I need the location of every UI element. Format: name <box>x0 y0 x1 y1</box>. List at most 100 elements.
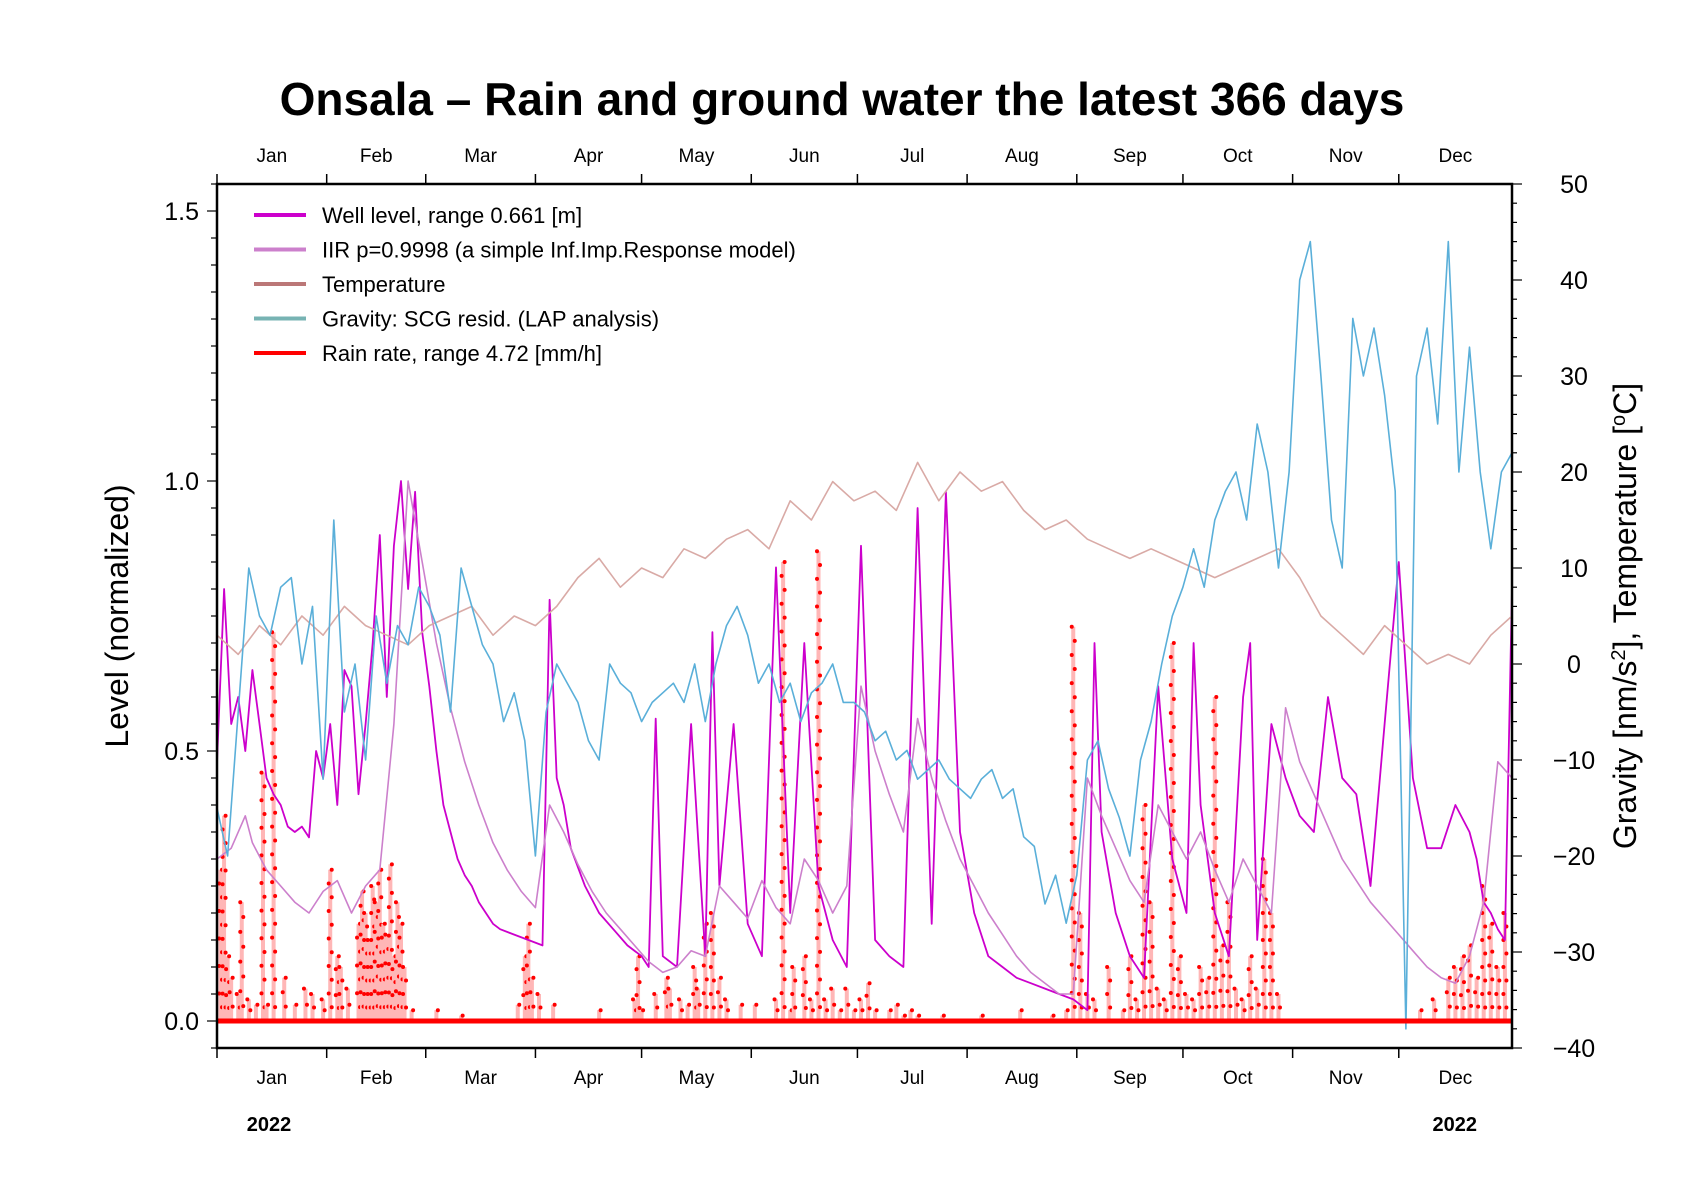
rain-point <box>270 935 275 940</box>
rain-point <box>322 1008 327 1013</box>
rain-point <box>1079 951 1084 956</box>
rain-point <box>220 909 225 914</box>
rain-point <box>779 824 784 829</box>
y-right-tick-label: 30 <box>1560 363 1588 391</box>
rain-point <box>1171 893 1176 897</box>
rain-point <box>1270 1005 1275 1010</box>
rain-point <box>1211 849 1216 854</box>
rain-point <box>1108 1005 1113 1010</box>
rain-point <box>365 938 370 942</box>
rain-point <box>1171 949 1176 953</box>
rain-point <box>340 978 345 983</box>
rain-point <box>524 963 529 968</box>
rain-point <box>386 876 391 881</box>
rain-point <box>829 986 834 991</box>
rain-point <box>1235 1002 1240 1007</box>
rain-point <box>807 997 812 1002</box>
rain-point <box>818 645 823 650</box>
rain-point <box>379 935 384 940</box>
rain-point <box>1211 709 1216 714</box>
rain-point <box>1171 1005 1176 1009</box>
rain-point <box>1168 907 1173 911</box>
rain-point <box>1079 978 1084 983</box>
rain-point <box>390 967 395 972</box>
rain-point <box>1136 1008 1141 1013</box>
rain-point <box>818 949 823 954</box>
rain-point <box>1051 1013 1056 1018</box>
rain-point <box>818 590 823 595</box>
rain-point <box>917 1013 922 1018</box>
rain-point <box>1069 906 1074 911</box>
rain-point <box>1267 938 1272 942</box>
chart-title: Onsala – Rain and ground water the lates… <box>279 73 1405 125</box>
rain-point <box>273 894 278 899</box>
x-tick-label-bottom: Mar <box>464 1068 497 1089</box>
rain-point <box>270 741 275 746</box>
rain-point <box>376 881 381 886</box>
rain-point <box>270 991 275 996</box>
rain-point <box>818 673 823 678</box>
rain-point <box>1466 988 1471 993</box>
rain-point <box>280 990 285 995</box>
rain-point <box>1218 958 1223 963</box>
rain-point <box>980 1013 985 1018</box>
rain-point <box>1150 974 1155 979</box>
rain-point <box>369 965 374 969</box>
rain-point <box>1263 870 1268 875</box>
rain-point <box>718 975 723 980</box>
y-right-tick-label: 50 <box>1560 171 1588 199</box>
rain-point <box>527 921 532 926</box>
rain-point <box>1129 1006 1134 1011</box>
rain-point <box>818 867 823 872</box>
rain-point <box>411 1008 416 1013</box>
rain-point <box>390 993 395 998</box>
rain-point <box>552 1002 557 1007</box>
rain-point <box>386 905 391 910</box>
rain-point <box>397 935 402 940</box>
rain-point <box>386 990 391 995</box>
rain-point <box>803 980 808 985</box>
rain-point <box>1221 973 1226 978</box>
rain-point <box>376 909 381 914</box>
rain-point <box>1473 990 1478 995</box>
rain-point <box>1126 967 1131 972</box>
rain-point <box>1270 978 1275 983</box>
rain-point <box>383 932 388 937</box>
rain-point <box>1214 751 1219 756</box>
rain-point <box>782 699 787 704</box>
rain-point <box>1214 948 1219 953</box>
rain-point <box>815 797 820 802</box>
rain-point <box>273 755 278 760</box>
axes-layer: Jan Jan Feb Feb Mar Mar Apr Apr May May Jun Jun Jul J… <box>164 146 1595 1136</box>
rain-point <box>358 961 363 966</box>
rain-point <box>1494 965 1499 969</box>
rain-point <box>362 965 367 969</box>
legend-label: IIR p=0.9998 (a simple Inf.Imp.Response … <box>322 238 796 263</box>
rain-point <box>273 866 278 871</box>
rain-point <box>1253 986 1258 991</box>
rain-point <box>1480 965 1485 969</box>
rain-point <box>1232 986 1237 991</box>
rain-point <box>1069 962 1074 967</box>
rain-point <box>337 992 342 996</box>
rain-point <box>1211 821 1216 826</box>
rain-point <box>818 922 823 927</box>
rain-point <box>1497 978 1502 983</box>
rain-point <box>637 980 642 985</box>
rain-point <box>1451 992 1456 996</box>
x-tick-label-bottom: Jan <box>257 1068 288 1089</box>
rain-point <box>832 1002 837 1007</box>
rain-point <box>241 1004 246 1009</box>
rain-point <box>319 997 324 1002</box>
rain-point <box>1072 779 1077 784</box>
rain-point <box>1225 959 1230 964</box>
rain-point <box>259 825 264 830</box>
y-left-tick-label: 1.5 <box>164 198 199 226</box>
rain-point <box>815 549 820 554</box>
rain-point <box>1260 992 1265 996</box>
rain-point <box>779 991 784 996</box>
rain-point <box>273 810 278 815</box>
rain-point <box>1105 965 1110 969</box>
rain-point <box>1260 938 1265 942</box>
rain-point <box>723 997 728 1002</box>
